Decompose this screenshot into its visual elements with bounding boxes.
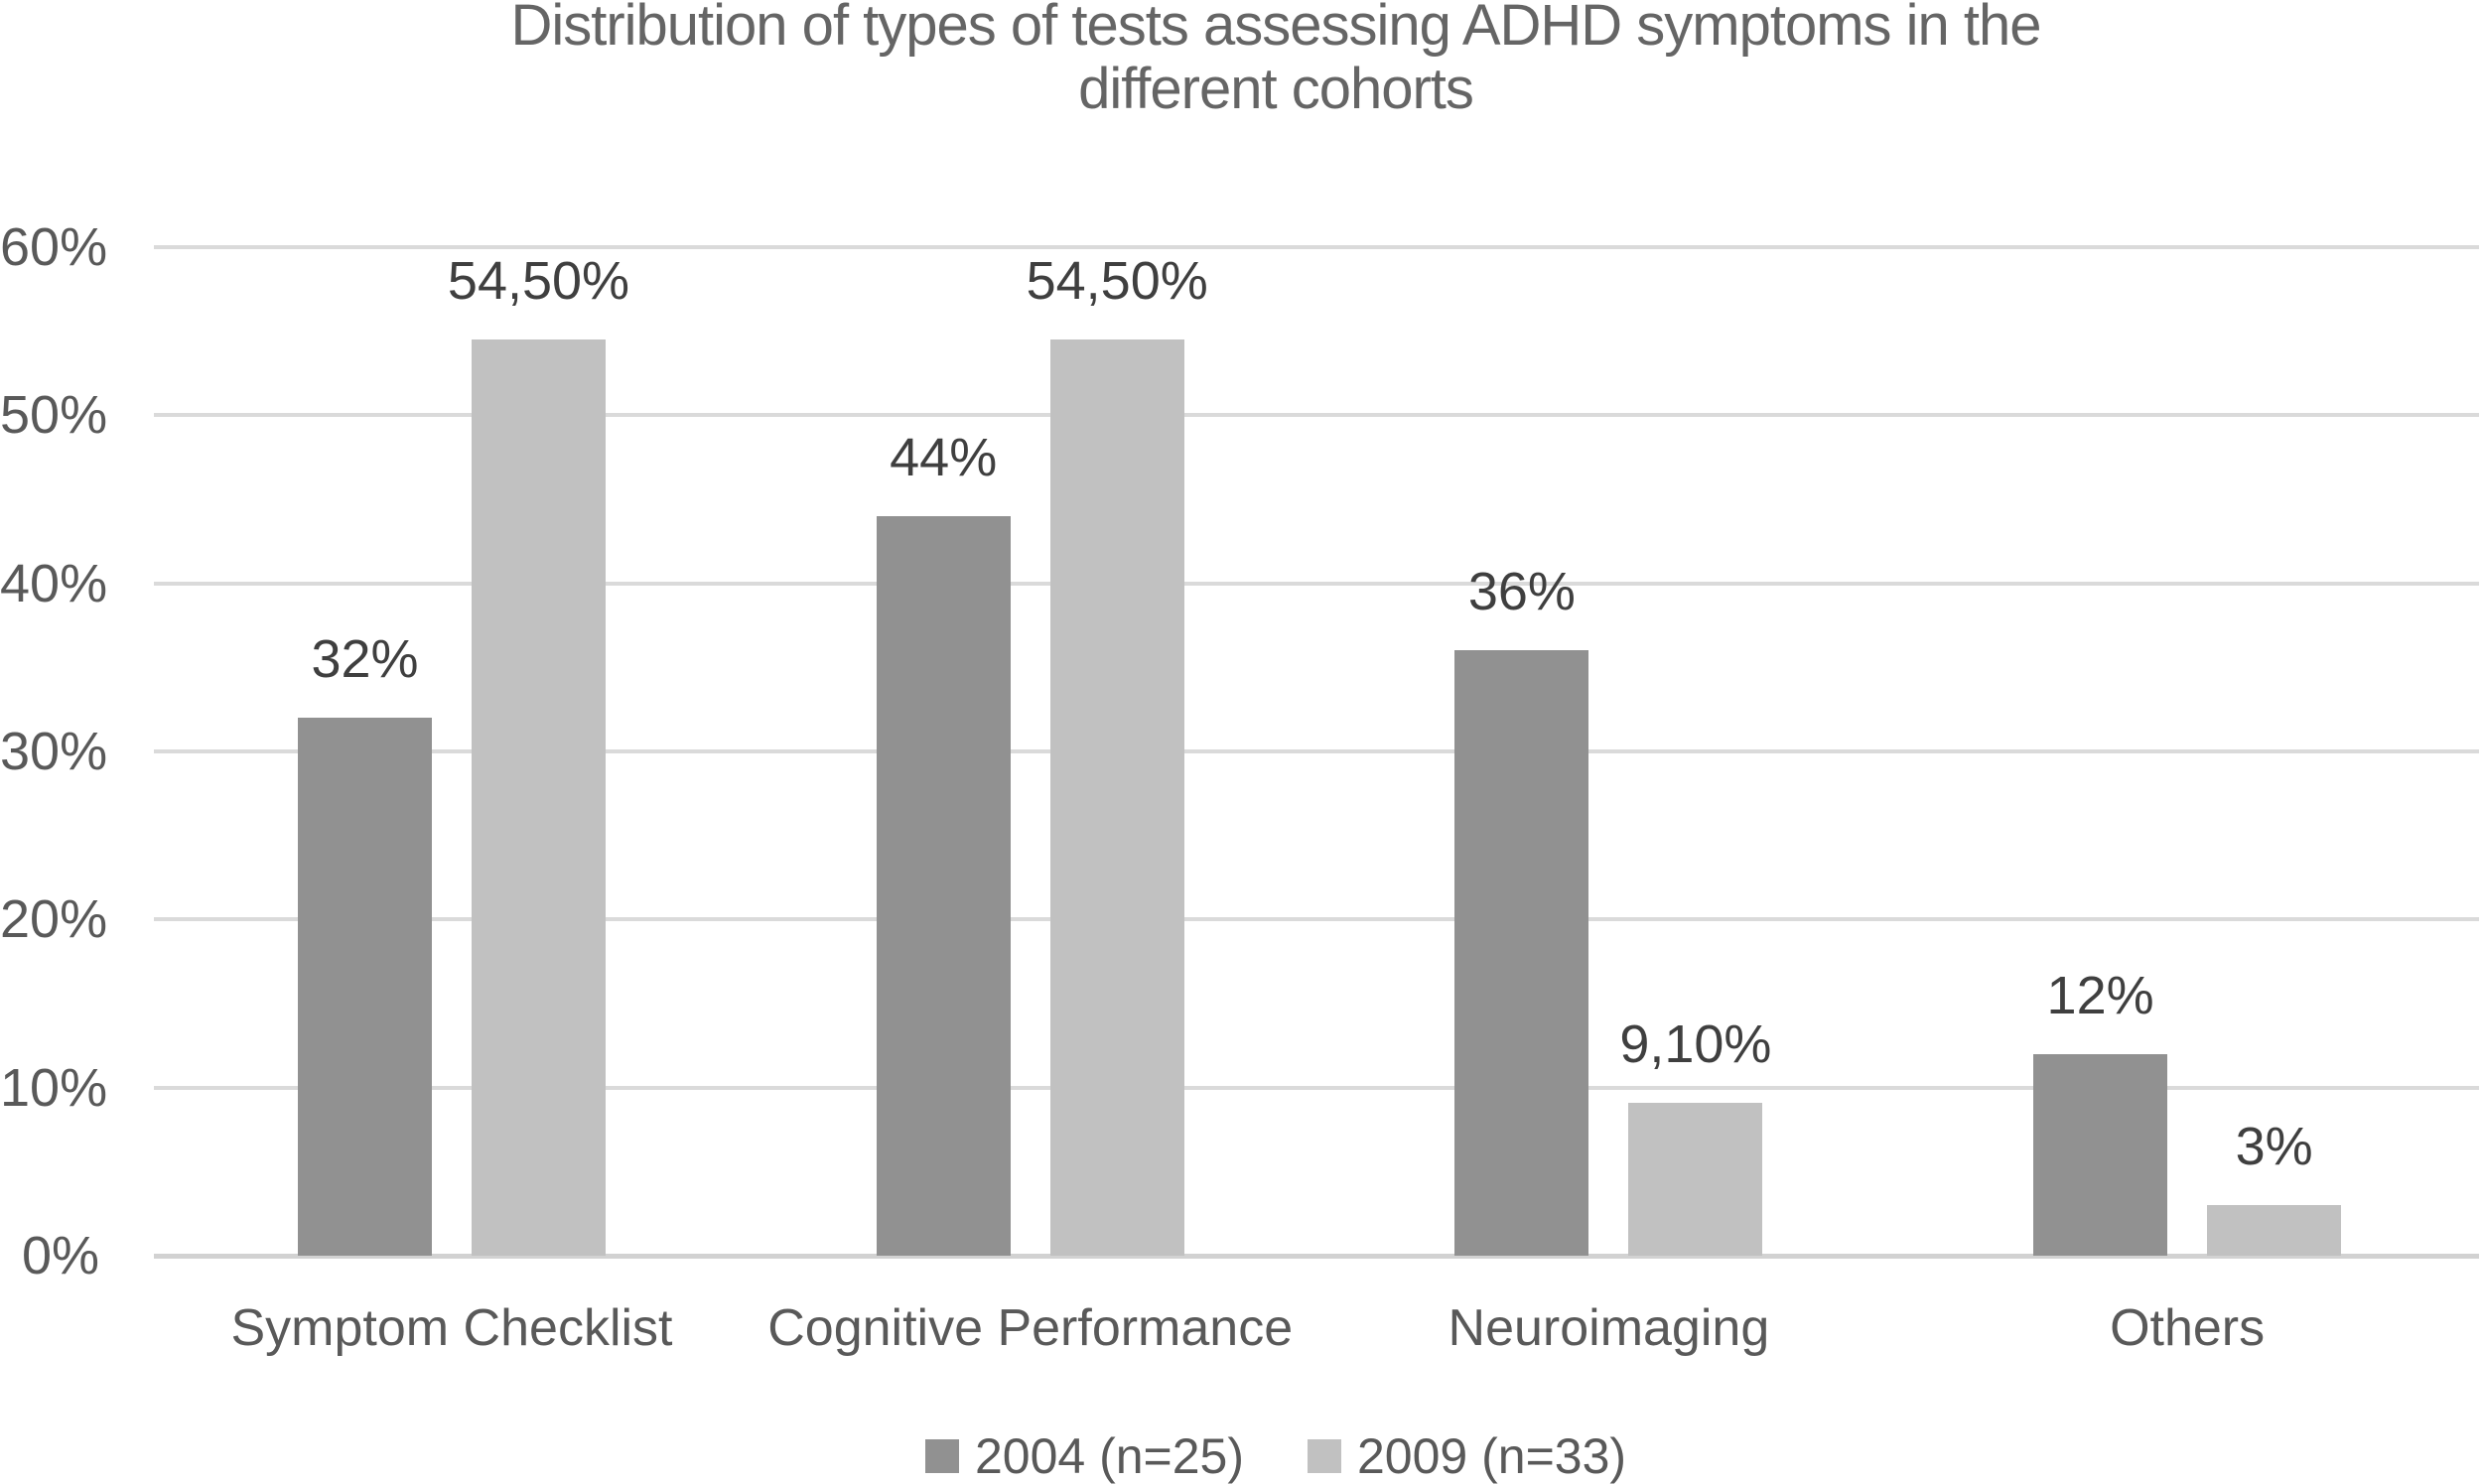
bar-value-label: 44% [890, 428, 998, 487]
legend-entry: 2009 (n=33) [1308, 1427, 1626, 1484]
bar-2004-neuroimaging [1454, 650, 1589, 1256]
category-label: Symptom Checklist [230, 1299, 673, 1357]
category-label: Others [2110, 1299, 2266, 1357]
y-axis-tick-label: 50% [0, 385, 108, 446]
y-axis-tick-label: 10% [0, 1057, 108, 1118]
y-axis-tick-label: 0% [21, 1226, 99, 1285]
gridline [154, 749, 2479, 753]
bar-2009-symptom-checklist [472, 339, 606, 1256]
chart-title-line2: different cohorts [1078, 57, 1474, 121]
category-label: Neuroimaging [1448, 1299, 1770, 1357]
bar-value-label: 3% [2235, 1117, 2313, 1176]
y-axis-tick-label: 60% [0, 217, 108, 277]
bar-2009-others [2207, 1205, 2342, 1256]
bar-value-label: 12% [2046, 966, 2154, 1025]
bar-value-label: 36% [1467, 562, 1576, 621]
bar-2004-others [2033, 1054, 2168, 1256]
legend: 2004 (n=25) 2009 (n=33) [69, 1427, 2482, 1484]
bar-value-label: 54,50% [447, 251, 630, 311]
x-axis-line [154, 1254, 2479, 1259]
category-label: Cognitive Performance [767, 1299, 1294, 1357]
bar-2004-symptom-checklist [298, 718, 432, 1256]
y-axis-tick-label: 20% [0, 889, 108, 950]
bar-2004-cognitive-performance [876, 516, 1011, 1256]
legend-label: 2009 (n=33) [1357, 1428, 1627, 1484]
legend-swatch-icon [1308, 1439, 1341, 1473]
y-axis-tick-label: 40% [0, 553, 108, 613]
bar-2009-neuroimaging [1628, 1103, 1763, 1256]
gridline [154, 917, 2479, 922]
bar-value-label: 54,50% [1026, 251, 1208, 311]
plot-area: 32% 54,50% 44% 54,50% 36% 9,10% 12% 3% [154, 245, 2479, 1259]
gridline [154, 413, 2479, 418]
gridline [154, 245, 2479, 249]
legend-label: 2004 (n=25) [974, 1428, 1244, 1484]
gridline [154, 581, 2479, 586]
legend-entry: 2004 (n=25) [924, 1427, 1244, 1484]
gridline [154, 1085, 2479, 1090]
bar-value-label: 9,10% [1619, 1014, 1772, 1074]
bar-2009-cognitive-performance [1049, 339, 1184, 1256]
legend-swatch-icon [924, 1439, 959, 1473]
chart-title-line1: Distribution of types of tests assessing… [510, 0, 2041, 58]
chart-title: Distribution of types of tests assessing… [0, 0, 2482, 121]
y-axis-tick-label: 30% [0, 722, 108, 781]
bar-value-label: 32% [311, 629, 419, 689]
